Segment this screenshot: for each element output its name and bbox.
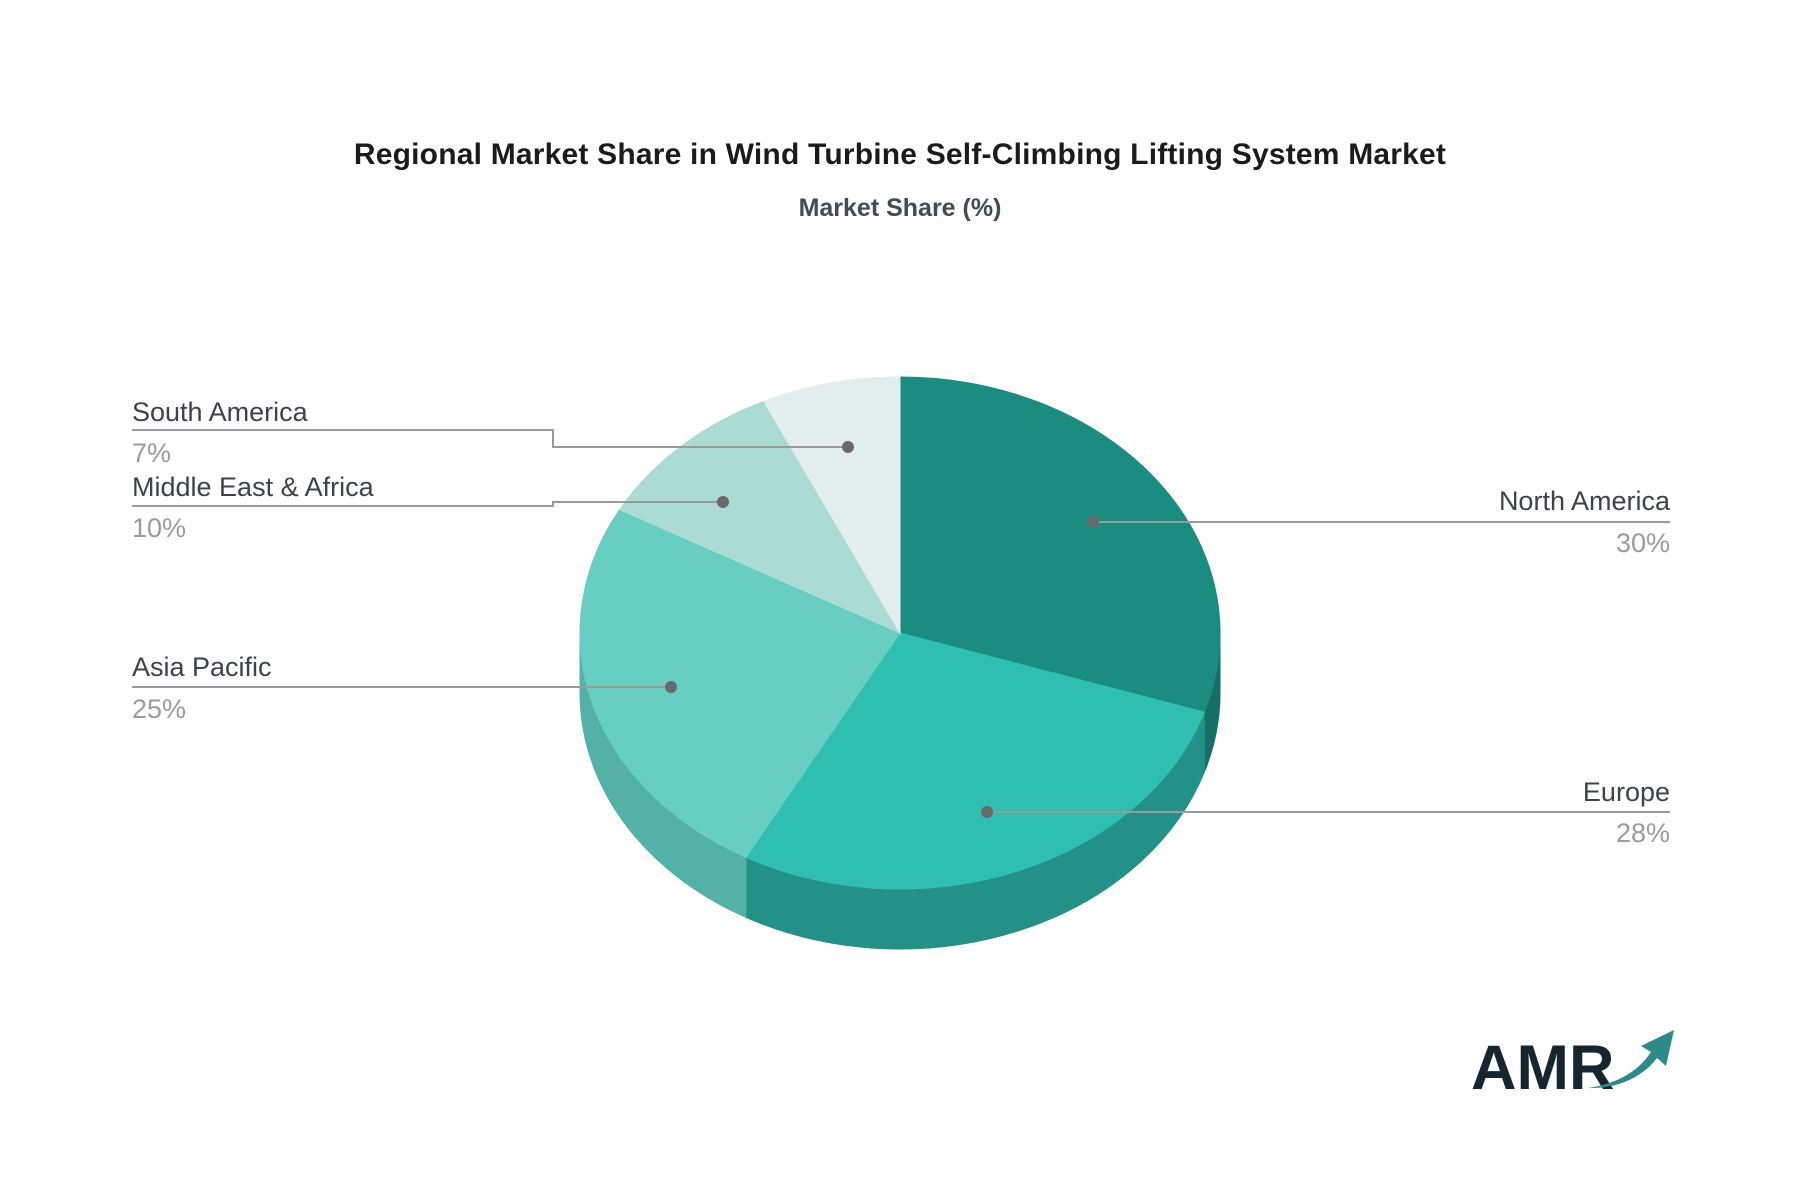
callout-value-europe: 28%: [1615, 818, 1670, 848]
leader-dot-europe: [981, 806, 993, 818]
callout-value-north-america: 30%: [1615, 528, 1670, 558]
callout-value-asia-pacific: 25%: [132, 694, 187, 724]
leader-dot-middle-east-africa: [717, 496, 729, 508]
pie-slice-south-america[interactable]: [763, 376, 901, 635]
callout-label-asia-pacific: Asia Pacific: [132, 652, 272, 682]
leader-dot-asia-pacific: [665, 681, 677, 693]
pie-slice-north-america[interactable]: [899, 376, 1221, 713]
chart-title: Regional Market Share in Wind Turbine Se…: [353, 138, 1447, 171]
callout-value-south-america: 7%: [132, 438, 172, 468]
leader-line-south-america: [132, 429, 842, 448]
leader-line-middle-east-africa: [132, 501, 717, 507]
pie-slice-asia-pacific[interactable]: [579, 509, 901, 858]
callout-label-south-america: South America: [132, 397, 308, 427]
leader-dot-south-america: [842, 441, 854, 453]
chart-subtitle: Market Share (%): [798, 194, 1002, 222]
amr-logo-text: AMR: [1471, 1033, 1615, 1103]
callout-label-north-america: North America: [1498, 486, 1670, 516]
leader-dot-north-america: [1087, 516, 1099, 528]
callout-label-europe: Europe: [1582, 777, 1670, 807]
amr-logo-arrow-icon: [1588, 1030, 1674, 1089]
callout-label-middle-east-africa: Middle East & Africa: [132, 472, 374, 502]
pie-slice-europe[interactable]: [745, 632, 1206, 890]
callout-value-middle-east-africa: 10%: [132, 513, 187, 543]
